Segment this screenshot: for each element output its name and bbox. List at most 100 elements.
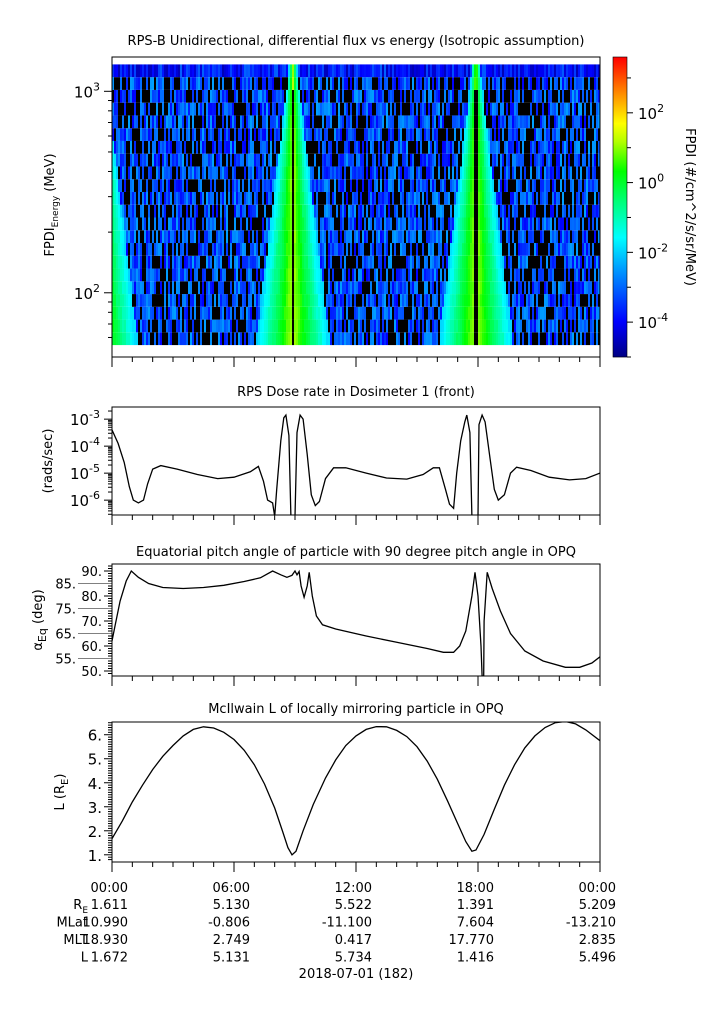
spectrogram-cell bbox=[540, 64, 542, 78]
spectrogram-cell bbox=[412, 102, 414, 116]
spectrogram-cell bbox=[350, 153, 352, 167]
spectrogram-cell bbox=[456, 294, 458, 307]
spectrogram-cell bbox=[398, 217, 400, 231]
spectrogram-cell bbox=[394, 230, 396, 244]
spectrogram-cell bbox=[228, 64, 230, 78]
spectrogram-cell bbox=[240, 115, 242, 129]
spectrogram-cell bbox=[208, 332, 210, 346]
spectrogram-cell bbox=[346, 115, 348, 129]
spectrogram-cell bbox=[396, 179, 398, 192]
spectrogram-cell bbox=[540, 217, 542, 231]
spectrogram-cell bbox=[464, 332, 466, 346]
spectrogram-cell bbox=[468, 64, 470, 78]
spectrogram-cell bbox=[282, 217, 284, 231]
spectrogram-cell bbox=[562, 230, 564, 244]
spectrogram-cell bbox=[424, 332, 426, 346]
spectrogram-cell bbox=[528, 64, 530, 78]
spectrogram-cell bbox=[406, 255, 408, 269]
spectrogram-cell bbox=[338, 140, 340, 154]
spectrogram-cell bbox=[264, 166, 266, 180]
spectrogram-cell bbox=[362, 64, 364, 78]
spectrogram-cell bbox=[288, 166, 290, 180]
spectrogram-cell bbox=[418, 128, 420, 141]
spectrogram-cell bbox=[266, 306, 268, 320]
spectrogram-cell bbox=[344, 204, 346, 218]
spectrogram-cell bbox=[392, 166, 394, 180]
spectrogram-cell bbox=[214, 128, 216, 141]
spectrogram-cell bbox=[206, 77, 208, 90]
spectrogram-cell bbox=[346, 230, 348, 244]
spectrogram-cell bbox=[406, 268, 408, 282]
spectrogram-cell bbox=[246, 332, 248, 346]
spectrogram-cell bbox=[490, 217, 492, 231]
spectrogram-cell bbox=[312, 268, 314, 282]
spectrogram-cell bbox=[212, 191, 214, 205]
spectrogram-cell bbox=[510, 115, 512, 129]
spectrogram-cell bbox=[466, 102, 468, 116]
spectrogram-cell bbox=[360, 217, 362, 231]
spectrogram-cell bbox=[200, 140, 202, 154]
spectrogram-cell bbox=[184, 281, 186, 295]
spectrogram-cell bbox=[184, 191, 186, 205]
spectrogram-cell bbox=[422, 319, 424, 333]
spectrogram-cell bbox=[294, 217, 296, 231]
spectrogram-cell bbox=[412, 140, 414, 154]
spectrogram-cell bbox=[148, 230, 150, 244]
spectrogram-cell bbox=[368, 230, 370, 244]
spectrogram-cell bbox=[272, 306, 274, 320]
spectrogram-cell bbox=[496, 153, 498, 167]
spectrogram-cell bbox=[436, 191, 438, 205]
spectrogram-cell bbox=[450, 319, 452, 333]
spectrogram-cell bbox=[542, 166, 544, 180]
spectrogram-cell bbox=[508, 115, 510, 129]
spectrogram-cell bbox=[178, 294, 180, 307]
spectrogram-cell bbox=[414, 332, 416, 346]
spectrogram-cell bbox=[560, 204, 562, 218]
spectrogram-cell bbox=[126, 153, 128, 167]
spectrogram-cell bbox=[422, 306, 424, 320]
spectrogram-cell bbox=[398, 179, 400, 192]
spectrogram-cell bbox=[500, 217, 502, 231]
spectrogram-cell bbox=[184, 332, 186, 346]
spectrogram-cell bbox=[120, 217, 122, 231]
spectrogram-cell bbox=[322, 268, 324, 282]
spectrogram-cell bbox=[508, 243, 510, 256]
spectrogram-cell bbox=[126, 294, 128, 307]
spectrogram-cell bbox=[380, 166, 382, 180]
spectrogram-cell bbox=[292, 128, 294, 141]
spectrogram-cell bbox=[478, 306, 480, 320]
spectrogram-cell bbox=[130, 294, 132, 307]
spectrogram-cell bbox=[260, 102, 262, 116]
spectrogram-cell bbox=[520, 77, 522, 90]
spectrogram-cell bbox=[430, 294, 432, 307]
spectrogram-cell bbox=[382, 153, 384, 167]
spectrogram-cell bbox=[408, 255, 410, 269]
spectrogram-cell bbox=[388, 230, 390, 244]
spectrogram-cell bbox=[424, 89, 426, 103]
spectrogram-cell bbox=[124, 217, 126, 231]
spectrogram-cell bbox=[194, 77, 196, 90]
spectrogram-cell bbox=[248, 319, 250, 333]
spectrogram-cell bbox=[334, 204, 336, 218]
spectrogram-cell bbox=[290, 243, 292, 256]
spectrogram-cell bbox=[318, 281, 320, 295]
spectrogram-cell bbox=[266, 217, 268, 231]
spectrogram-cell bbox=[210, 255, 212, 269]
spectrogram-cell bbox=[420, 230, 422, 244]
spectrogram-cell bbox=[304, 77, 306, 90]
spectrogram-cell bbox=[456, 243, 458, 256]
spectrogram-cell bbox=[130, 243, 132, 256]
spectrogram-cell bbox=[216, 204, 218, 218]
spectrogram-cell bbox=[278, 243, 280, 256]
spectrogram-cell bbox=[400, 191, 402, 205]
spectrogram-cell bbox=[544, 268, 546, 282]
spectrogram-cell bbox=[434, 243, 436, 256]
spectrogram-cell bbox=[252, 166, 254, 180]
spectrogram-cell bbox=[476, 294, 478, 307]
spectrogram-cell bbox=[388, 243, 390, 256]
spectrogram-cell bbox=[400, 332, 402, 346]
spectrogram-cell bbox=[454, 306, 456, 320]
spectrogram-cell bbox=[164, 166, 166, 180]
spectrogram-cell bbox=[228, 243, 230, 256]
spectrogram-cell bbox=[376, 281, 378, 295]
